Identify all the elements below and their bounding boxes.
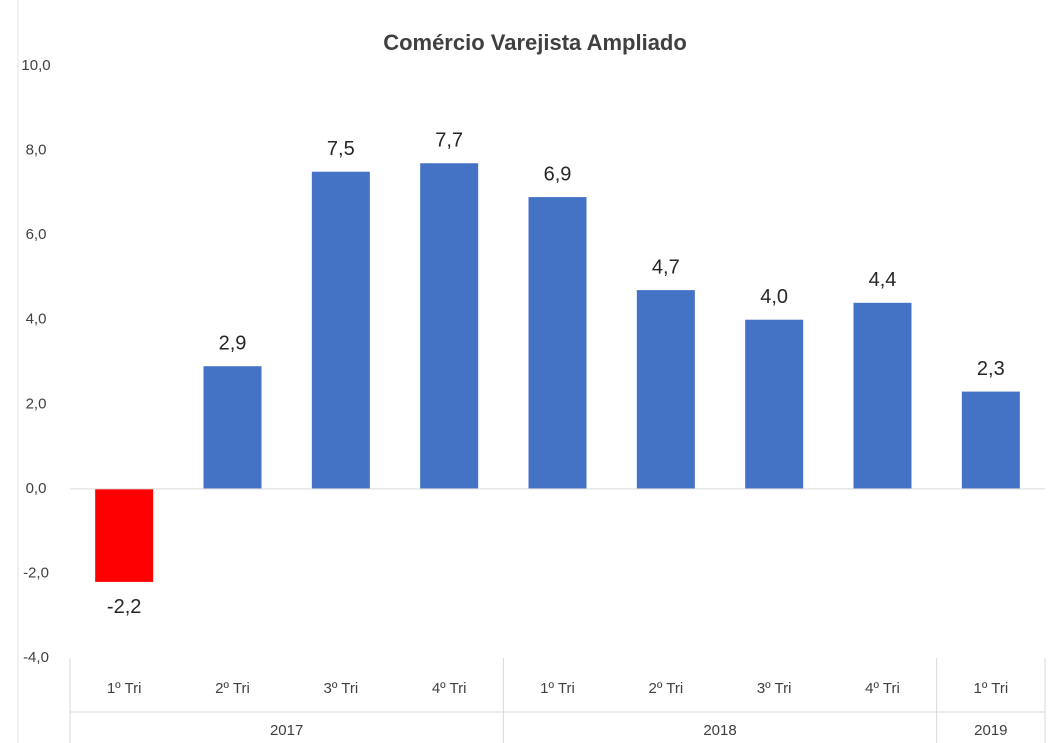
value-label: 7,5 xyxy=(327,138,355,160)
bar xyxy=(203,366,262,489)
value-label: 4,4 xyxy=(869,269,897,291)
x-tick-label: 1º Tri xyxy=(974,680,1009,697)
bar xyxy=(636,290,695,489)
group-label: 2017 xyxy=(270,722,303,739)
bar xyxy=(745,319,804,489)
bar xyxy=(420,163,479,489)
y-tick-label: -4,0 xyxy=(23,649,49,666)
y-tick-label: -2,0 xyxy=(23,564,49,581)
x-tick-label: 3º Tri xyxy=(324,680,359,697)
x-tick-label: 4º Tri xyxy=(865,680,900,697)
bar xyxy=(961,391,1020,489)
value-label: 2,3 xyxy=(977,358,1005,380)
value-label: 4,0 xyxy=(760,286,788,308)
x-tick-label: 4º Tri xyxy=(432,680,467,697)
value-label: 7,7 xyxy=(435,130,463,152)
value-label: 2,9 xyxy=(219,333,247,355)
x-tick-label: 2º Tri xyxy=(215,680,250,697)
x-tick-label: 1º Tri xyxy=(107,680,142,697)
group-label: 2019 xyxy=(974,722,1007,739)
bar xyxy=(311,171,370,489)
y-tick-label: 0,0 xyxy=(26,480,47,497)
x-tick-label: 3º Tri xyxy=(757,680,792,697)
y-tick-label: 6,0 xyxy=(26,226,47,243)
x-tick-label: 1º Tri xyxy=(540,680,575,697)
bar xyxy=(528,197,587,489)
x-tick-label: 2º Tri xyxy=(649,680,684,697)
bar xyxy=(853,302,912,489)
y-tick-label: 10,0 xyxy=(21,57,50,74)
y-tick-label: 8,0 xyxy=(26,142,47,159)
value-label: 6,9 xyxy=(544,163,572,185)
value-label: -2,2 xyxy=(107,596,141,618)
chart-title: Comércio Varejista Ampliado xyxy=(383,30,687,55)
group-label: 2018 xyxy=(703,722,736,739)
y-tick-label: 2,0 xyxy=(26,395,47,412)
bar xyxy=(95,488,154,582)
value-label: 4,7 xyxy=(652,256,680,278)
y-tick-label: 4,0 xyxy=(26,311,47,328)
